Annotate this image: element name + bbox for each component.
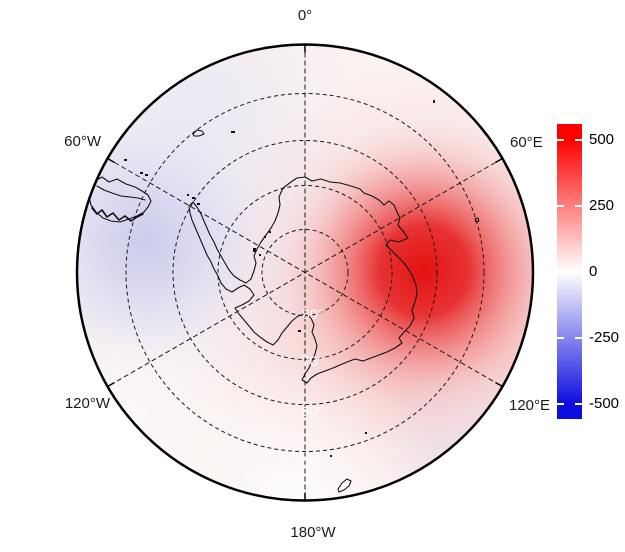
south-america-coastline: [88, 176, 152, 223]
south-georgia-island: [192, 129, 205, 137]
graticule: [107, 44, 503, 501]
colorbar-label-neg500: -500: [589, 395, 620, 412]
antarctica-coastline: [188, 176, 418, 384]
colorbar-tick-mark: [575, 139, 582, 141]
colorbar: [557, 124, 582, 419]
meridian-label-60w: 60°W: [64, 133, 102, 150]
meridian-label-120w: 120°W: [65, 395, 111, 412]
meridian-label-60e: 60°E: [510, 134, 543, 151]
coastlines: [88, 129, 480, 493]
southern-ocean-island: [337, 478, 352, 493]
colorbar-tick-mark: [557, 271, 564, 273]
latitude-label-70s: 70°: [302, 353, 323, 369]
colorbar-tick-mark: [557, 205, 564, 207]
colorbar-label-neg250: -250: [589, 329, 620, 346]
colorbar-tick-mark: [557, 139, 564, 141]
colorbar-label-500: 500: [589, 131, 615, 148]
colorbar-tick-mark: [557, 403, 564, 405]
latitude-label-80s: 80°: [302, 306, 323, 322]
colorbar-tick-mark: [575, 205, 582, 207]
colorbar-label-250: 250: [589, 197, 615, 214]
latitude-label-50s: 50°: [302, 453, 323, 469]
meridian-label-120e: 120°E: [509, 397, 550, 414]
colorbar-label-0: 0: [589, 263, 598, 280]
latitude-label-60s: 60°: [302, 403, 323, 419]
colorbar-tick-mark: [575, 403, 582, 405]
meridian-label-0: 0°: [298, 7, 312, 24]
latitude-circle-80s: [261, 229, 349, 316]
meridian-label-180w: 180°W: [290, 524, 336, 541]
latitude-circle-60s: [172, 140, 438, 405]
meridian-60e-120w: [107, 158, 503, 387]
kerguelen-island: [474, 217, 480, 223]
magellan-strait-line: [96, 185, 146, 201]
island-specks: [124, 100, 435, 457]
map-boundary-group: [75, 43, 535, 502]
colorbar-tick-mark: [575, 337, 582, 339]
colorbar-tick-mark: [557, 337, 564, 339]
fuegian-islands-fringe: [91, 207, 144, 222]
colorbar-tick-mark: [575, 271, 582, 273]
boundary-ticks: [106, 43, 504, 502]
